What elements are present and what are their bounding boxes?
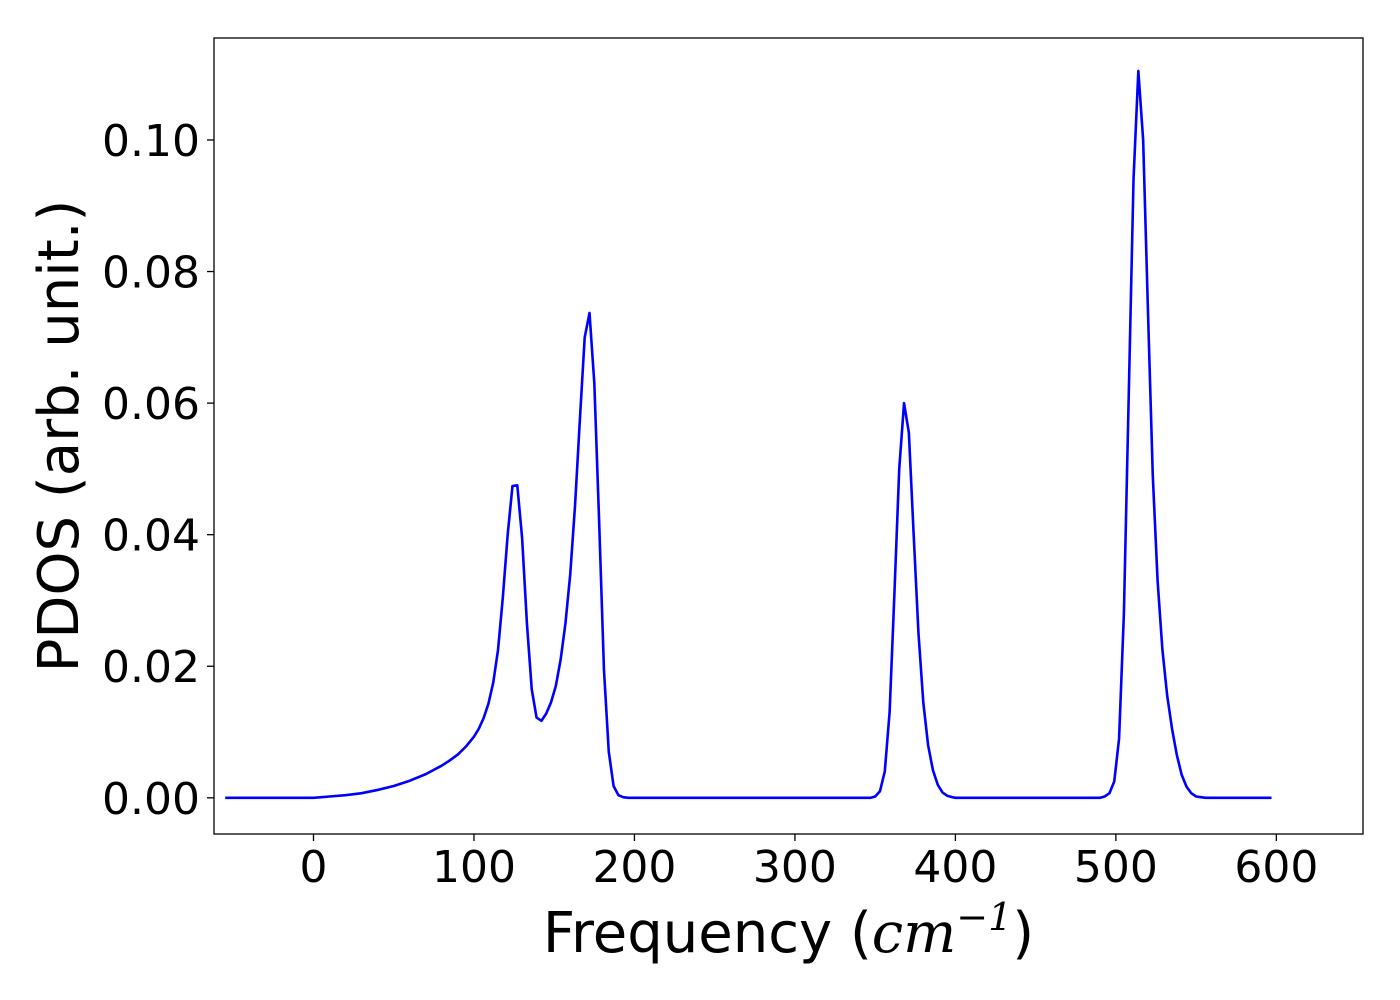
y-axis-label: PDOS (arb. unit.) — [27, 200, 92, 673]
y-tick-label: 0.06 — [102, 379, 200, 430]
y-tick-label: 0.00 — [102, 774, 200, 825]
x-tick-label: 400 — [913, 842, 997, 893]
x-tick-label: 200 — [592, 842, 676, 893]
x-tick-label: 100 — [432, 842, 516, 893]
plot-area — [225, 69, 1272, 800]
x-tick-label: 600 — [1234, 842, 1318, 893]
x-axis-label-suffix: ) — [1012, 901, 1034, 966]
x-tick-label: 500 — [1074, 842, 1158, 893]
plot-frame — [213, 37, 1364, 835]
x-axis-label-exponent: −1 — [956, 895, 1012, 939]
x-tick-label: 300 — [753, 842, 837, 893]
x-axis-label-prefix: Frequency ( — [543, 901, 872, 966]
x-tick-label: 0 — [299, 842, 327, 893]
y-tick-label: 0.08 — [102, 248, 200, 299]
y-tick-label: 0.04 — [102, 511, 200, 562]
pdos-line-series — [225, 69, 1272, 800]
x-axis-label-unit: cm — [872, 901, 956, 966]
y-axis-ticks: 0.00 0.02 0.04 0.06 0.08 0.10 — [102, 116, 214, 825]
y-tick-label: 0.02 — [102, 642, 200, 693]
x-axis-label: Frequency (cm−1) — [543, 895, 1034, 966]
x-axis-ticks: 0 100 200 300 400 500 600 — [299, 834, 1318, 893]
y-tick-label: 0.10 — [102, 116, 200, 167]
